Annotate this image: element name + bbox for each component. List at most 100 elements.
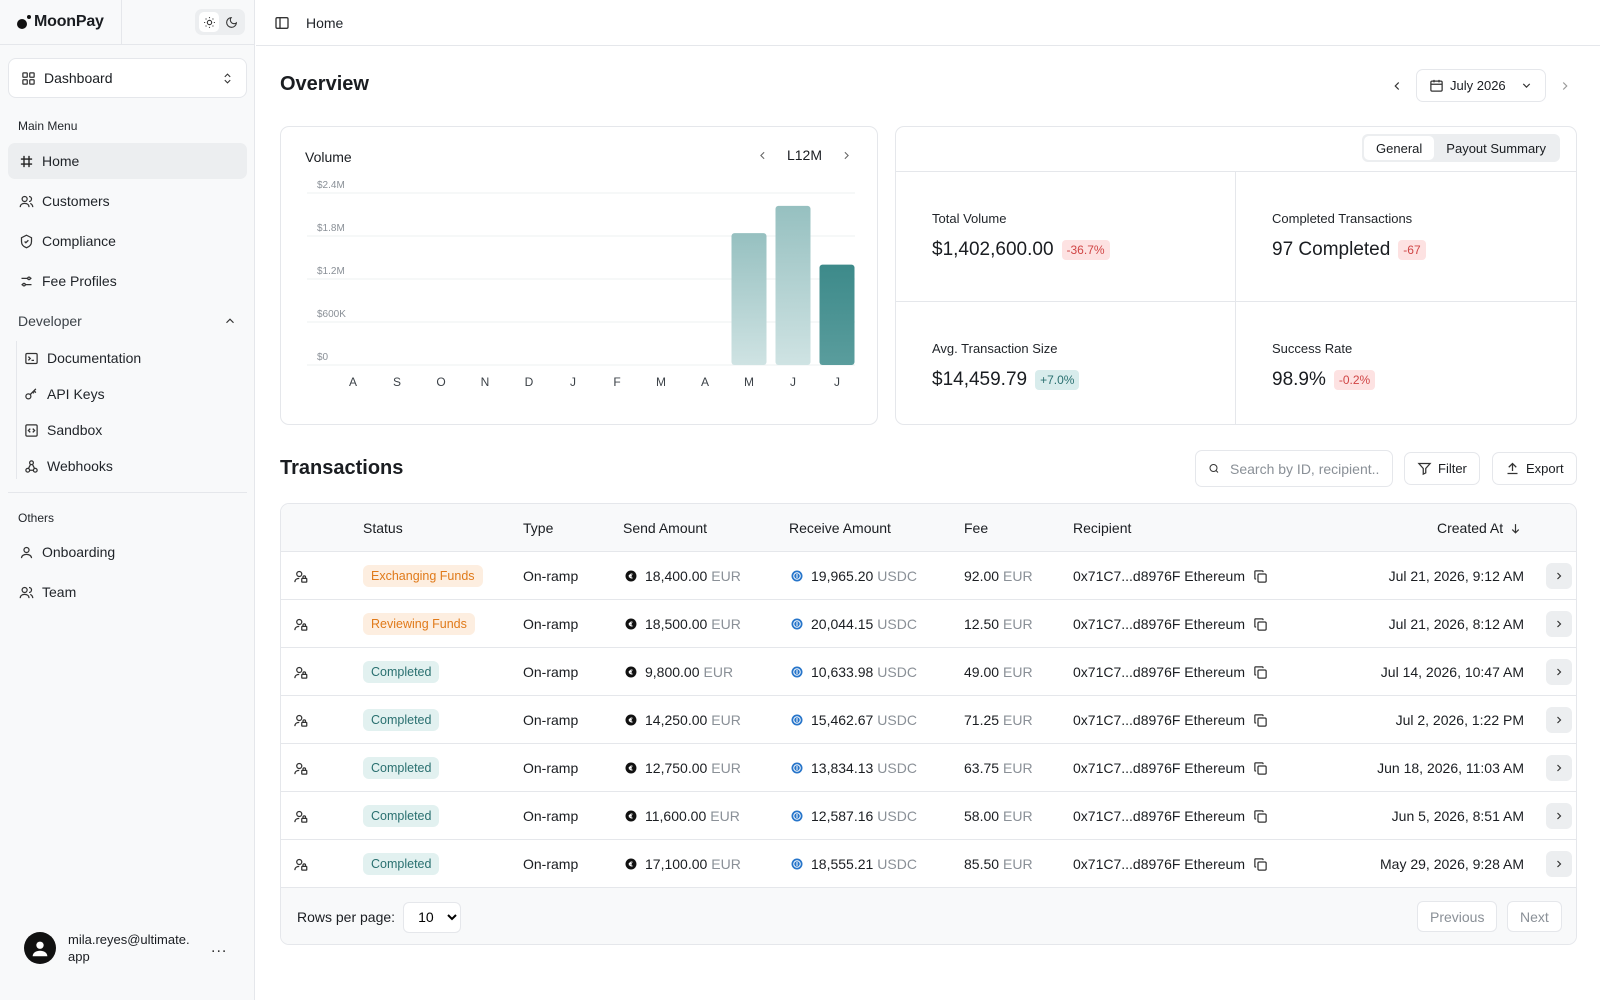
table-row[interactable]: Completed On-ramp 14,250.00 EUR 15,462.67 USD… — [281, 696, 1576, 744]
export-button[interactable]: Export — [1492, 452, 1577, 485]
sidebar-item-home[interactable]: Home — [8, 143, 247, 179]
brand-logo-link[interactable]: MoonPay — [0, 0, 122, 45]
sidebar-divider — [8, 492, 247, 493]
table-row[interactable]: Exchanging Funds On-ramp 18,400.00 EUR 19,96… — [281, 552, 1576, 600]
more-options-button[interactable]: ... — [211, 939, 228, 956]
user-icon — [20, 546, 33, 558]
column-header-fee[interactable]: Fee — [964, 520, 989, 536]
brand-name: MoonPay — [34, 13, 104, 30]
row-details-button[interactable] — [1546, 755, 1572, 781]
tab-general[interactable]: General — [1364, 136, 1435, 160]
receive-amount-value: 20,044.15 — [811, 616, 874, 632]
developer-section-toggle[interactable]: Developer — [8, 303, 247, 339]
moon-icon[interactable] — [221, 12, 241, 32]
sidebar-item-onboarding[interactable]: Onboarding — [8, 534, 247, 570]
table-row[interactable]: Completed On-ramp 11,600.00 EUR 12,587.16 USD… — [281, 792, 1576, 840]
column-header-label: Created At — [1437, 520, 1504, 536]
search-input[interactable] — [1230, 460, 1380, 477]
sidebar-item-compliance[interactable]: Compliance — [8, 223, 247, 259]
next-page-button[interactable]: Next — [1507, 901, 1562, 932]
status-cell: Completed — [363, 696, 440, 744]
chart-bar[interactable] — [775, 205, 811, 365]
chevron-right-icon — [1557, 620, 1562, 628]
chart-x-tick-label: J — [834, 375, 840, 389]
stat-label: Success Rate — [1272, 341, 1353, 356]
sidebar-item-webhooks[interactable]: Webhooks — [20, 449, 245, 483]
euro-coin-icon — [625, 762, 637, 774]
status-badge: Completed — [363, 709, 440, 731]
stat-value: $1,402,600.00 — [932, 239, 1054, 260]
fee-value: 12.50 — [964, 616, 1000, 632]
tab-payout-summary[interactable]: Payout Summary — [1446, 140, 1546, 156]
sun-icon[interactable] — [199, 12, 219, 32]
search-icon — [1209, 464, 1219, 473]
copy-icon[interactable] — [1253, 840, 1268, 888]
sidebar-item-team[interactable]: Team — [8, 574, 247, 610]
column-header-type[interactable]: Type — [523, 520, 554, 536]
chart-bar[interactable] — [731, 233, 767, 365]
fee-cell: 92.00 EUR — [964, 552, 1033, 600]
copy-icon[interactable] — [1253, 600, 1268, 648]
table-row[interactable]: Reviewing Funds On-ramp 18,500.00 EUR 20,044… — [281, 600, 1576, 648]
sidebar-item-documentation[interactable]: Documentation — [20, 341, 245, 375]
row-details-button[interactable] — [1546, 707, 1572, 733]
stats-divider — [896, 301, 1576, 302]
stat-avg-transaction-size: Avg. Transaction Size $14,459.79 +7.0% — [932, 341, 1080, 391]
dashboard-select[interactable]: Dashboard — [8, 58, 247, 98]
recipient-cell: 0x71C7...d8976F Ethereum — [1073, 744, 1245, 792]
chart-bar[interactable] — [819, 264, 855, 365]
table-row[interactable]: Completed On-ramp 17,100.00 EUR 18,555.21 USD… — [281, 840, 1576, 888]
chevron-left-icon[interactable] — [1390, 79, 1404, 93]
chevron-right-icon — [1557, 860, 1562, 868]
sidebar-item-customers[interactable]: Customers — [8, 183, 247, 219]
volume-title: Volume — [305, 149, 352, 165]
copy-icon[interactable] — [1253, 552, 1268, 600]
upload-icon — [1507, 462, 1518, 475]
copy-icon[interactable] — [1253, 792, 1268, 840]
rows-per-page-label: Rows per page: — [297, 909, 396, 925]
receive-amount-cell: 10,633.98 USDC — [791, 648, 917, 696]
stat-delta-badge: -36.7% — [1061, 240, 1110, 260]
receive-currency: USDC — [877, 856, 917, 872]
column-header-recipient[interactable]: Recipient — [1073, 520, 1132, 536]
row-details-button[interactable] — [1546, 851, 1572, 877]
row-details-button[interactable] — [1546, 659, 1572, 685]
chevron-right-icon[interactable] — [1558, 79, 1572, 93]
sidebar-item-api-keys[interactable]: API Keys — [20, 377, 245, 411]
column-header-created-at[interactable]: Created At — [1437, 520, 1522, 536]
user-menu[interactable]: mila.reyes@ultimate.app ... — [24, 928, 244, 968]
receive-amount-value: 15,462.67 — [811, 712, 874, 728]
row-details-button[interactable] — [1546, 563, 1572, 589]
copy-icon[interactable] — [1253, 696, 1268, 744]
table-body: Exchanging Funds On-ramp 18,400.00 EUR 19,96… — [281, 552, 1576, 888]
copy-icon[interactable] — [1253, 648, 1268, 696]
row-details-button[interactable] — [1546, 803, 1572, 829]
status-cell: Completed — [363, 840, 440, 888]
theme-toggle[interactable] — [195, 9, 245, 35]
row-details-button[interactable] — [1546, 611, 1572, 637]
filter-button[interactable]: Filter — [1404, 452, 1480, 485]
column-header-receive-amount[interactable]: Receive Amount — [789, 520, 891, 536]
table-row[interactable]: Completed On-ramp 9,800.00 EUR 10,633.98 USDC… — [281, 648, 1576, 696]
rows-per-page-select[interactable]: 102050 — [403, 901, 462, 933]
user-lock-icon — [293, 840, 308, 888]
euro-coin-icon — [625, 858, 637, 870]
fee-currency: EUR — [1003, 568, 1033, 584]
copy-icon[interactable] — [1253, 744, 1268, 792]
type-cell: On-ramp — [523, 808, 579, 824]
sidebar-item-sandbox[interactable]: Sandbox — [20, 413, 245, 447]
sidebar-item-fee-profiles[interactable]: Fee Profiles — [8, 263, 247, 299]
column-header-status[interactable]: Status — [363, 520, 403, 536]
chevron-left-icon[interactable] — [756, 149, 769, 162]
table-row[interactable]: Completed On-ramp 12,750.00 EUR 13,834.13 USD… — [281, 744, 1576, 792]
chevron-right-icon — [1557, 572, 1562, 580]
filter-label: Filter — [1438, 461, 1467, 476]
stat-value: 97 Completed — [1272, 239, 1391, 260]
month-picker-button[interactable]: July 2026 — [1416, 69, 1546, 102]
previous-page-button[interactable]: Previous — [1417, 901, 1498, 932]
sidebar-toggle-icon[interactable] — [274, 15, 290, 31]
chevron-right-icon[interactable] — [840, 149, 853, 162]
receive-amount-value: 13,834.13 — [811, 760, 874, 776]
row-details-cell — [1546, 696, 1572, 744]
column-header-send-amount[interactable]: Send Amount — [623, 520, 708, 536]
